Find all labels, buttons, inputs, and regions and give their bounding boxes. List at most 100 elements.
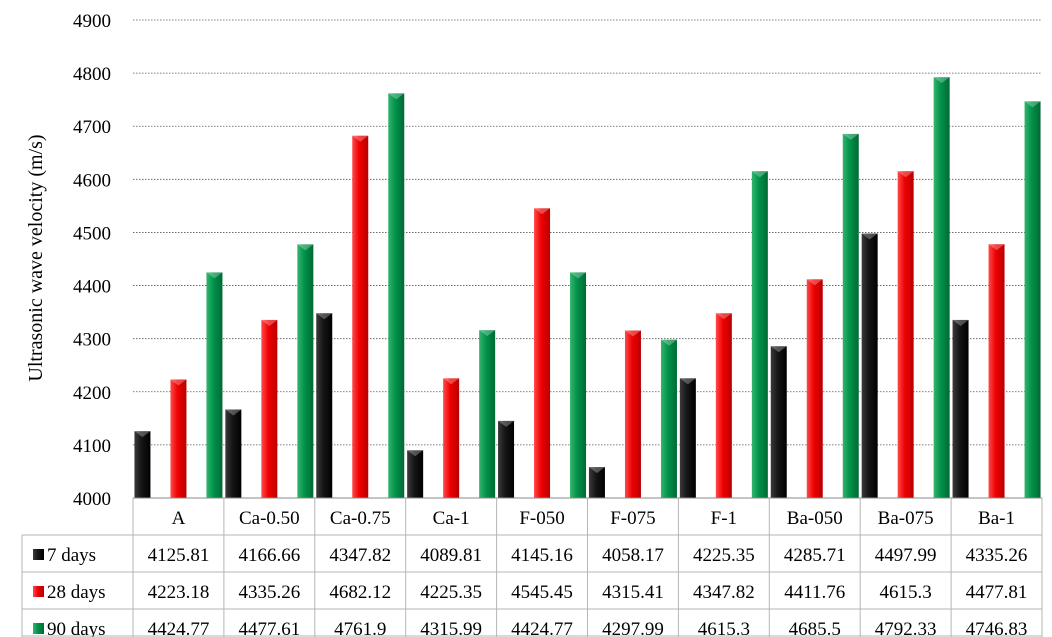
bar-cap [407, 450, 424, 457]
data-label: 4411.76 [784, 582, 845, 603]
y-tick-label: 4100 [73, 436, 111, 457]
bar-body [261, 319, 278, 498]
bar-cap [861, 233, 878, 240]
bar-body [988, 244, 1005, 498]
data-label: 4166.66 [238, 545, 300, 566]
bar-cap [570, 272, 587, 279]
data-label: 4761.9 [334, 619, 386, 637]
bar [225, 409, 242, 498]
x-category-label: F-1 [711, 508, 737, 529]
bar [679, 378, 696, 498]
bar [861, 233, 878, 499]
bar-body [407, 450, 424, 498]
data-table: A Ca-0.50 Ca-0.75 Ca-1 F-050 F-075 F-1 Ba-050 Ba… [21, 497, 1043, 637]
data-label: 4347.82 [693, 582, 755, 603]
data-label: 4315.99 [420, 619, 482, 637]
bar-cap [806, 279, 823, 286]
gridlines [133, 19, 1042, 446]
bar [206, 272, 223, 498]
x-category-label: Ca-0.75 [330, 508, 391, 529]
bar-cap [1024, 101, 1041, 108]
bar-cap [842, 133, 859, 140]
bar [751, 171, 768, 498]
y-tick-label: 4900 [73, 11, 111, 32]
bar [570, 272, 587, 498]
bar-cap [751, 171, 768, 178]
bar-cap [679, 378, 696, 385]
bar-body [861, 233, 878, 499]
bar-cap [297, 244, 314, 251]
bar [134, 431, 151, 498]
x-category-label: Ba-1 [978, 508, 1015, 529]
legend-label: 90 days [47, 619, 106, 637]
data-label: 4424.77 [148, 619, 210, 637]
bar [988, 244, 1005, 498]
bar [261, 319, 278, 498]
bar-cap [388, 93, 405, 100]
bar [1024, 101, 1041, 499]
y-axis-label: Ultrasonic wave velocity (m/s) [25, 134, 47, 381]
x-category-label: A [172, 508, 186, 529]
data-label: 4682.12 [329, 582, 391, 603]
bar [498, 420, 515, 498]
data-label: 4285.71 [784, 545, 846, 566]
bar-body [679, 378, 696, 498]
data-label: 4089.81 [420, 545, 482, 566]
x-category-label: F-075 [610, 508, 655, 529]
bar-body [134, 431, 151, 498]
data-label: 4225.35 [693, 545, 755, 566]
bar-body [842, 133, 859, 498]
bar-body [770, 346, 787, 498]
legend-swatch [33, 549, 44, 560]
bar-cap [952, 319, 969, 326]
bar [660, 339, 677, 498]
bar-body [225, 409, 242, 498]
y-tick-label: 4400 [73, 277, 111, 298]
legend-label: 7 days [47, 545, 96, 566]
bar [588, 467, 605, 498]
bar-cap [443, 378, 460, 385]
y-tick-label: 4500 [73, 223, 111, 244]
bar-body [751, 171, 768, 498]
bar-body [660, 339, 677, 498]
data-label: 4058.17 [602, 545, 664, 566]
bar-cap [624, 330, 641, 337]
data-label: 4497.99 [875, 545, 937, 566]
bar-cap [316, 313, 333, 320]
bar [479, 330, 496, 498]
bar-cap [498, 420, 515, 427]
bar [352, 135, 369, 498]
bar-body [715, 313, 732, 498]
y-tick-label: 4600 [73, 170, 111, 191]
data-label: 4685.5 [789, 619, 841, 637]
bar [388, 93, 405, 499]
bar-cap [352, 135, 369, 142]
bar [715, 313, 732, 498]
bar-body [388, 93, 405, 499]
bar-body [806, 279, 823, 498]
data-label: 4225.35 [420, 582, 482, 603]
bar-body [588, 467, 605, 498]
bar-cap [715, 313, 732, 320]
bar-cap [479, 330, 496, 337]
data-label: 4125.81 [148, 545, 210, 566]
bar-body [316, 313, 333, 498]
bar [624, 330, 641, 498]
bar-cap [225, 409, 242, 416]
bar-body [479, 330, 496, 498]
bar-cap [534, 208, 551, 215]
data-label: 4315.41 [602, 582, 664, 603]
bar-body [498, 420, 515, 498]
bar-body [534, 208, 551, 498]
bar-body [297, 244, 314, 498]
data-label: 4223.18 [148, 582, 210, 603]
bar-cap [134, 431, 151, 438]
bar [952, 319, 969, 498]
bar [842, 133, 859, 498]
data-label: 4792.33 [875, 619, 937, 637]
data-label: 4335.26 [966, 545, 1028, 566]
bar [897, 171, 914, 498]
data-label: 4615.3 [698, 619, 750, 637]
bar [933, 77, 950, 499]
bar [297, 244, 314, 498]
